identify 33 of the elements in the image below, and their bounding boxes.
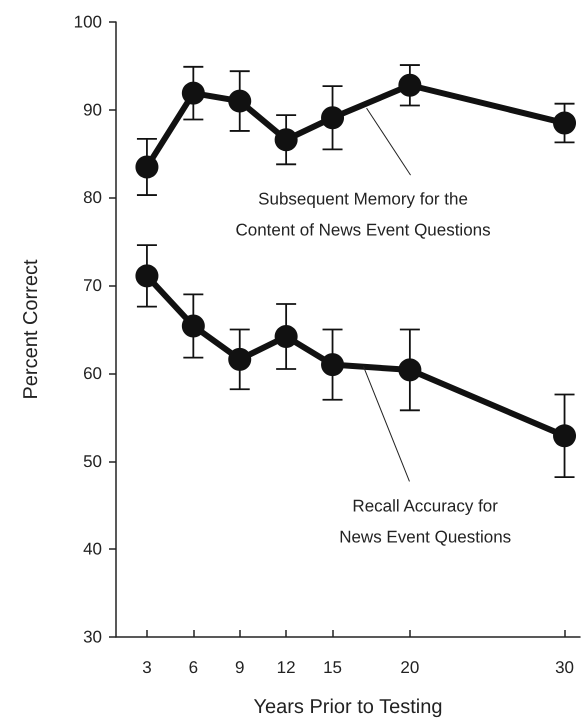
- x-tick-label: 9: [235, 658, 244, 677]
- point: [182, 314, 205, 338]
- point: [553, 112, 576, 135]
- point: [398, 74, 422, 97]
- point: [182, 82, 205, 105]
- x-tick-label: 20: [400, 658, 420, 677]
- y-tick-label: 40: [83, 540, 102, 559]
- point: [274, 325, 298, 348]
- point: [274, 128, 298, 152]
- x-tick-label: 15: [323, 658, 342, 677]
- y-axis-title: Percent Correct: [20, 259, 42, 400]
- y-tick-label: 30: [83, 628, 102, 646]
- y-tick-label: 100: [74, 12, 102, 32]
- x-tick-label: 3: [142, 658, 152, 677]
- point: [398, 358, 422, 382]
- y-tick-label: 90: [83, 100, 102, 120]
- y-tick-label: 50: [83, 452, 102, 471]
- y-tick-label: 80: [83, 188, 102, 208]
- point: [228, 90, 252, 113]
- y-tick-label: 60: [83, 364, 102, 383]
- point: [228, 348, 252, 371]
- point: [135, 155, 158, 178]
- point: [135, 264, 158, 288]
- point: [553, 424, 576, 448]
- point: [321, 353, 344, 376]
- x-tick-label: 30: [555, 658, 574, 677]
- x-tick-label: 12: [276, 658, 296, 677]
- x-axis-title: Years Prior to Testing: [254, 696, 442, 718]
- annotation: Subsequent Memory for the Content of News Event Questions: [235, 189, 491, 240]
- point: [321, 106, 344, 130]
- x-tick-label: 6: [188, 658, 198, 677]
- annotation: Recall Accuracy for News Event Questions: [339, 496, 512, 547]
- y-tick-label: 70: [83, 276, 102, 296]
